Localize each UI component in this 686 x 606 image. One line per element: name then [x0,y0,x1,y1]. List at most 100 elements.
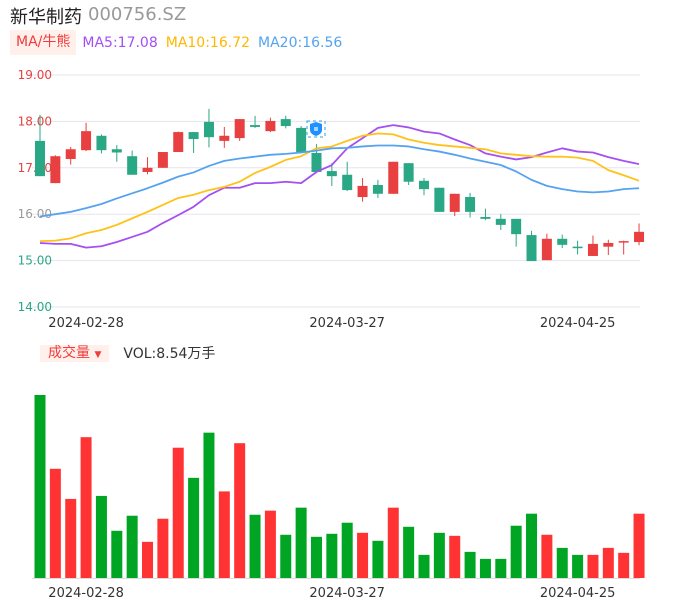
candle [480,208,491,221]
candle-body [219,135,230,141]
y-tick-label: 17.00 [18,161,52,175]
volume-bar [387,507,399,578]
candle-body [111,149,122,153]
candle [203,108,214,148]
volume-bar [541,534,553,578]
candle [587,235,598,256]
candle-body [541,238,552,261]
candle [127,150,138,175]
candle-body [203,121,214,138]
candle-body [265,120,276,132]
volume-bar [188,477,200,578]
ma10-line [39,132,640,243]
x-tick-label: 2024-04-25 [540,316,616,331]
candle [419,178,429,196]
candle [495,214,506,230]
volume-bar [556,547,568,578]
volume-bar [510,525,522,578]
volume-bar [218,491,230,578]
candle-body [188,132,199,140]
candle [326,163,337,186]
candle [511,218,522,247]
stock-code: 000756.SZ [88,4,187,25]
volume-bar [495,558,507,578]
volume-bar [142,541,154,578]
volume-bar [310,536,322,578]
volume-bar [479,558,491,578]
candle [96,134,107,154]
marker-glyph [314,127,318,131]
candle [35,114,45,177]
volume-bar [264,510,276,578]
candle [219,126,230,148]
volume-bar [449,535,461,578]
volume-bar [203,432,215,578]
candle-body [618,241,629,243]
candle-body [526,235,537,262]
y-tick-label: 18.00 [18,114,52,128]
volume-bar [464,551,476,578]
candle [403,163,414,185]
candle-body [449,193,460,212]
candle [526,230,537,262]
candle-body [50,156,61,184]
volume-bar [433,532,445,578]
candle [65,146,76,165]
candle-body [127,156,138,175]
volume-indicator-dropdown[interactable]: 成交量 ▼ [40,344,110,362]
candle [250,115,261,128]
candle [634,223,645,246]
candle [188,132,199,153]
volume-x-tick-label: 2024-03-27 [309,586,385,601]
candle-body [280,119,291,127]
candle-body [388,161,399,194]
volume-bar [157,518,169,578]
ma-toggle-button[interactable]: MA/牛熊 [10,30,77,55]
candle-body [511,218,522,235]
ma-legend: MA/牛熊 MA5:17.08 MA10:16.72 MA20:16.56 [10,30,350,55]
candle [618,240,629,255]
ma20-label: MA20:16.56 [258,34,343,51]
candle [557,234,568,249]
candle-body [587,243,598,256]
candle-body [326,171,337,177]
volume-x-tick-label: 2024-02-28 [48,586,124,601]
candle-body [35,140,45,177]
volume-bar [234,443,246,578]
x-tick-label: 2024-02-28 [48,316,124,331]
volume-bar [111,530,123,578]
y-tick-label: 14.00 [18,300,52,314]
y-tick-label: 15.00 [18,254,52,268]
candle-body [557,238,568,245]
volume-bar [341,522,353,578]
volume-bar [126,515,138,578]
candle [280,115,291,129]
volume-bar [249,514,261,578]
volume-bar [418,554,430,578]
candle-body [342,174,353,191]
candle [265,117,276,133]
volume-bar [280,534,292,578]
volume-bar [295,507,307,578]
candle-body [403,163,414,182]
candle-body [434,187,445,212]
candle-body [81,131,92,151]
candle-body [311,152,322,172]
volume-bar [65,498,77,578]
candle-body [142,167,153,172]
candle [342,161,353,191]
candle-body [419,180,429,190]
candle [572,240,583,255]
candle [465,192,476,218]
candle-body [465,197,476,212]
candle-body [495,218,506,225]
volume-bar [618,552,630,578]
volume-bar [172,447,184,578]
volume-bar [633,513,645,578]
candle [157,152,168,168]
volume-bar [34,395,46,578]
stock-name: 新华制药 [10,7,82,28]
candle [111,145,122,162]
candle [603,239,614,256]
